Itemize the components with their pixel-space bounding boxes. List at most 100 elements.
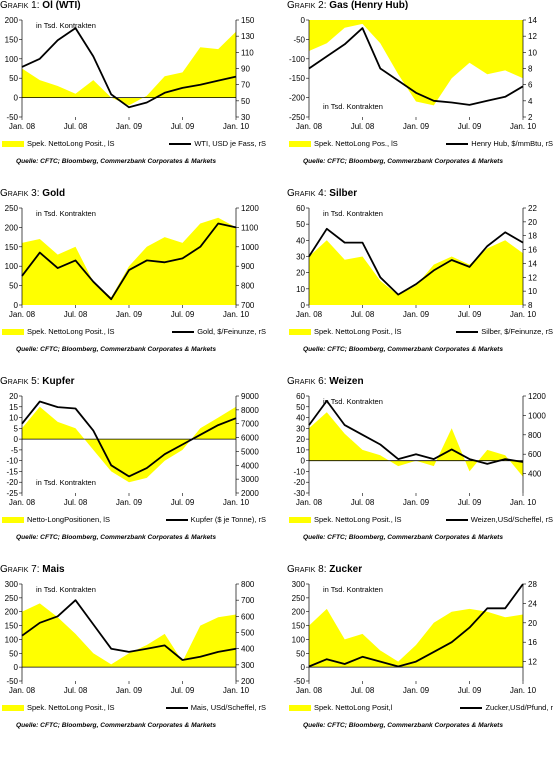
left-tick-label: 250 xyxy=(5,594,19,603)
right-tick-label: 4000 xyxy=(241,461,259,470)
right-tick-label: 14 xyxy=(528,259,537,268)
x-tick-label: Jul. 09 xyxy=(171,498,195,507)
legend-label-fill: Spek. NettoLong Posit., lS xyxy=(314,515,402,524)
series-line xyxy=(21,400,237,478)
right-tick-label: 800 xyxy=(528,431,542,440)
right-tick-label: 8 xyxy=(528,65,533,74)
chart-legend: Spek. NettoLong Posit., lS Weizen,USd/Sch… xyxy=(289,515,557,529)
legend-swatch-fill xyxy=(289,705,311,712)
chart-title: Grafik 8: Zucker xyxy=(287,564,362,575)
legend-label-line: Weizen,USd/Scheffel, rS xyxy=(470,515,553,524)
left-tick-label: 50 xyxy=(296,220,305,229)
left-tick-label: 0 xyxy=(14,94,19,103)
left-tick-label: 40 xyxy=(296,414,305,423)
series-fill-area xyxy=(22,603,236,668)
right-tick-label: 600 xyxy=(528,450,542,459)
chart-panel-2: Grafik 2: Gas (Henry Hub) 0 -50 -100 -150 -20… xyxy=(287,0,557,188)
chart-title-text: Weizen xyxy=(329,376,364,387)
left-tick-label: 0 xyxy=(301,663,306,672)
right-tick-label: 90 xyxy=(241,65,250,74)
chart-title-text: Öl (WTI) xyxy=(42,0,81,11)
legend-item-line: Gold, $/Feinunze, rS xyxy=(172,327,266,336)
chart-title-text: Gas (Henry Hub) xyxy=(329,0,409,11)
right-tick-label: 20 xyxy=(528,619,537,628)
left-tick-label: 10 xyxy=(9,414,18,423)
right-tick-label: 800 xyxy=(241,282,255,291)
right-tick-label: 16 xyxy=(528,638,537,647)
x-tick-label: Jan. 09 xyxy=(403,686,430,695)
legend-swatch-line xyxy=(165,519,188,522)
left-tick-label: 100 xyxy=(5,635,19,644)
right-tick-label: 400 xyxy=(241,645,255,654)
right-tick-label: 6 xyxy=(528,81,533,90)
left-tick-label: 60 xyxy=(296,392,305,401)
right-tick-label: 6000 xyxy=(241,434,259,443)
left-tick-label: -20 xyxy=(293,478,305,487)
legend-label-fill: Spek. NettoLong Posit,l xyxy=(314,703,393,712)
right-tick-label: 1000 xyxy=(241,243,259,252)
right-tick-label: 20 xyxy=(528,218,537,227)
chart-title-text: Gold xyxy=(42,188,66,199)
left-tick-label: 150 xyxy=(5,35,19,44)
left-tick-label: 0 xyxy=(301,16,306,25)
x-tick-label: Jul. 08 xyxy=(64,498,88,507)
legend-item-line: Silber, $/Feinunze, rS xyxy=(456,327,553,336)
legend-label-fill: Spek. NettoLong Posit., lS xyxy=(314,327,402,336)
left-tick-label: 60 xyxy=(296,204,305,213)
legend-item-line: Kupfer ($ je Tonne), rS xyxy=(165,515,266,524)
left-tick-label: 200 xyxy=(5,608,19,617)
legend-swatch-line xyxy=(169,143,192,146)
chart-title-text: Silber xyxy=(329,188,358,199)
chart-annotation: in Tsd. Kontrakten xyxy=(323,585,383,594)
left-tick-label: 30 xyxy=(296,253,305,262)
left-tick-label: 150 xyxy=(5,622,19,631)
series-fill-area xyxy=(309,412,523,477)
left-tick-label: -100 xyxy=(289,55,306,64)
right-tick-label: 300 xyxy=(241,661,255,670)
series-fill-area xyxy=(22,217,236,305)
left-tick-label: 50 xyxy=(9,282,18,291)
x-tick-label: Jul. 08 xyxy=(64,310,88,319)
right-tick-label: 600 xyxy=(241,612,255,621)
chart-panel-4: Grafik 4: Silber 60 50 40 30 20 10 0 22 20 18 16 14 1… xyxy=(287,188,557,376)
left-tick-label: -5 xyxy=(11,446,19,455)
legend-swatch-line xyxy=(165,707,188,710)
x-tick-label: Jan. 09 xyxy=(116,122,143,131)
x-tick-label: Jan. 08 xyxy=(9,122,36,131)
right-tick-label: 1200 xyxy=(528,392,546,401)
legend-swatch-fill xyxy=(2,705,24,712)
left-tick-label: -50 xyxy=(293,677,305,686)
chart-title-prefix: Grafik 7: xyxy=(0,564,40,575)
left-tick-label: 50 xyxy=(9,649,18,658)
chart-title: Grafik 3: Gold xyxy=(0,188,65,199)
left-tick-label: -50 xyxy=(6,113,18,122)
series-line xyxy=(21,599,237,661)
x-tick-label: Jul. 08 xyxy=(351,310,375,319)
right-tick-label: 16 xyxy=(528,246,537,255)
left-tick-label: 50 xyxy=(9,74,18,83)
x-tick-label: Jul. 09 xyxy=(171,122,195,131)
right-tick-label: 12 xyxy=(528,32,537,41)
legend-item-fill: Spek. NettoLong Posit., lS xyxy=(2,327,115,336)
right-tick-label: 14 xyxy=(528,16,537,25)
left-tick-label: 10 xyxy=(296,285,305,294)
legend-item-fill: Spek. NettoLong Posit., lS xyxy=(2,139,115,148)
right-tick-label: 130 xyxy=(241,32,255,41)
right-tick-label: 2000 xyxy=(241,489,259,498)
chart-plot: 60 50 40 30 20 10 0 22 20 18 16 14 12 10 8 Jan. 08 Jul. … xyxy=(296,204,538,319)
chart-source: Quelle: CFTC; Bloomberg, Commerzbank Cor… xyxy=(16,158,217,165)
legend-item-line: Henry Hub, $/mmBtu, rS xyxy=(446,139,553,148)
right-tick-label: 700 xyxy=(241,301,255,310)
series-line xyxy=(308,227,524,296)
chart-title-text: Kupfer xyxy=(42,376,75,387)
chart-title: Grafik 2: Gas (Henry Hub) xyxy=(287,0,408,11)
left-tick-label: 5 xyxy=(14,424,19,433)
legend-item-line: Zucker,USd/Pfund, r xyxy=(460,703,553,712)
legend-item-line: Mais, USd/Scheffel, rS xyxy=(165,703,266,712)
left-tick-label: 15 xyxy=(9,403,18,412)
left-tick-label: -15 xyxy=(6,467,18,476)
right-tick-label: 12 xyxy=(528,273,537,282)
legend-swatch-fill xyxy=(2,141,24,148)
legend-label-line: Gold, $/Feinunze, rS xyxy=(197,327,266,336)
chart-plot: 20 15 105 0 -5 -10-15 -20 -25 9000 8000 7000 6000 50… xyxy=(6,392,259,507)
